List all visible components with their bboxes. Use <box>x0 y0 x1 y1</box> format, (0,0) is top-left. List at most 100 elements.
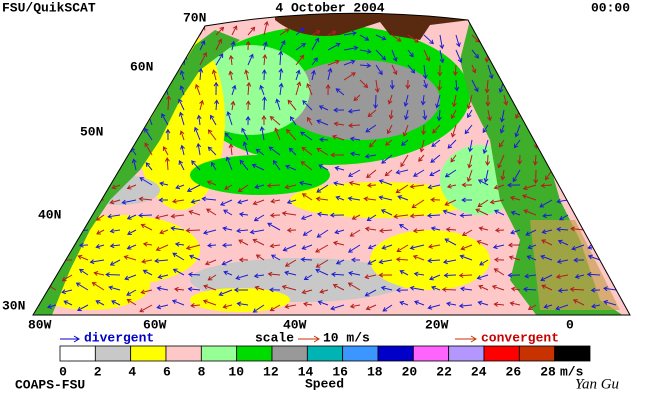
wind-arrow <box>34 155 41 171</box>
wind-arrow <box>563 154 569 165</box>
wind-arrow <box>254 285 265 291</box>
colorbar-label: 6 <box>163 364 171 379</box>
wind-arrow <box>300 214 313 221</box>
wind-arrow <box>161 113 169 126</box>
wind-arrow <box>281 284 297 291</box>
wind-arrow <box>527 244 537 250</box>
wind-arrow <box>430 226 441 232</box>
wind-arrow <box>178 111 185 126</box>
wind-arrow <box>359 34 370 41</box>
wind-arrow <box>207 274 217 281</box>
wind-arrow <box>199 40 206 51</box>
wind-arrow <box>85 111 91 126</box>
wind-arrow <box>510 210 521 216</box>
wind-arrow <box>458 272 473 278</box>
colorbar-swatch <box>518 345 556 362</box>
wind-arrow <box>171 299 185 306</box>
wind-arrow <box>446 183 457 189</box>
wind-arrow <box>578 154 585 168</box>
wind-arrow <box>365 304 377 311</box>
wind-arrow <box>289 116 297 126</box>
wind-arrow <box>351 214 361 220</box>
wind-arrow <box>269 287 281 293</box>
wind-arrow <box>284 259 297 267</box>
wind-arrow <box>236 301 249 307</box>
colorbar-label: 14 <box>298 364 314 379</box>
colorbar-label: 10 <box>228 364 244 379</box>
wind-arrow <box>156 304 169 310</box>
wind-arrow <box>525 229 537 236</box>
wind-arrow <box>420 94 426 106</box>
wind-arrow <box>52 41 58 51</box>
wind-arrow <box>148 20 154 36</box>
wind-arrow <box>219 199 233 206</box>
wind-arrow <box>196 142 202 156</box>
wind-arrow <box>333 181 345 186</box>
wind-arrow <box>59 212 73 218</box>
wind-arrow <box>347 282 361 291</box>
wind-arrow <box>386 124 393 135</box>
wind-arrow <box>284 184 297 190</box>
colorbar-swatch <box>59 345 96 362</box>
wind-arrow <box>435 94 441 109</box>
wind-arrow <box>572 299 585 306</box>
wind-arrow <box>510 286 521 292</box>
wind-arrow <box>245 40 251 51</box>
wind-arrow <box>317 300 329 306</box>
wind-arrow <box>178 98 185 111</box>
wind-arrow <box>33 257 41 263</box>
wind-arrow <box>407 64 416 74</box>
wind-arrow <box>55 98 61 111</box>
wind-arrow <box>286 199 297 205</box>
wind-arrow <box>387 94 393 105</box>
europe-africa <box>460 20 630 316</box>
wind-arrow <box>79 242 89 248</box>
wind-arrow <box>102 96 108 111</box>
wind-arrow <box>67 146 73 156</box>
wind-arrow <box>228 143 234 156</box>
wind-arrow <box>113 161 121 171</box>
wind-arrow <box>500 169 506 181</box>
colorbar-label: 8 <box>198 364 206 379</box>
wind-arrow <box>132 114 138 126</box>
colorbar-swatch <box>554 345 591 362</box>
wind-arrow <box>198 67 204 81</box>
wind-arrow <box>238 239 249 246</box>
wind-arrow <box>532 49 538 62</box>
wind-arrow <box>583 94 589 107</box>
wind-arrow <box>423 79 428 89</box>
wind-arrow <box>384 169 393 177</box>
wind-arrow <box>315 268 329 276</box>
wind-arrow <box>590 193 601 201</box>
wind-arrow <box>173 286 185 292</box>
wind-arrow <box>222 304 233 309</box>
wind-arrow <box>460 286 473 292</box>
wind-arrow <box>579 124 585 140</box>
wind-arrow <box>182 23 188 36</box>
wind-arrow <box>267 271 281 277</box>
wind-arrow <box>228 54 234 66</box>
wind-arrow <box>443 272 457 278</box>
wind-arrow <box>359 79 369 89</box>
wind-arrow <box>581 139 587 154</box>
wind-arrow <box>89 259 105 265</box>
wind-arrow <box>95 158 105 171</box>
wind-arrow <box>431 139 441 148</box>
wind-arrow <box>238 257 249 263</box>
wind-arrow <box>203 284 217 291</box>
wind-arrow <box>172 252 185 261</box>
wind-arrow <box>226 111 233 126</box>
wind-arrow <box>210 161 217 171</box>
wind-arrow <box>222 242 233 248</box>
wind-arrow <box>583 64 590 76</box>
wind-arrow <box>588 214 601 224</box>
wind-arrow <box>587 254 601 261</box>
wind-arrow <box>436 109 442 122</box>
wind-arrow <box>388 109 394 120</box>
wind-arrow <box>332 283 345 291</box>
wind-arrow <box>409 213 425 219</box>
wind-arrow <box>33 287 41 293</box>
wind-arrow <box>76 198 89 204</box>
wind-arrow <box>270 198 281 204</box>
